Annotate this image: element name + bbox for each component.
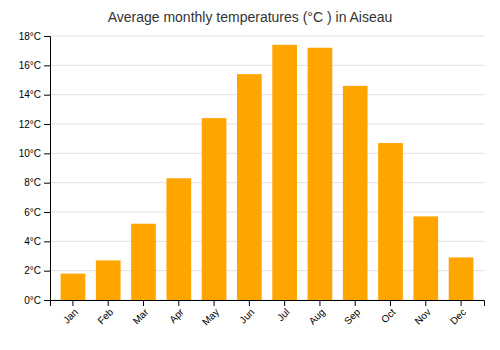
tick-mark xyxy=(143,300,144,306)
tick-mark xyxy=(44,241,50,242)
bar xyxy=(449,257,474,300)
tick-mark xyxy=(44,183,50,184)
tick: Apr xyxy=(167,300,186,325)
tick: Dec xyxy=(448,300,468,327)
tick: 12°C xyxy=(19,119,50,130)
bar xyxy=(308,48,333,300)
tick-label: 18°C xyxy=(19,31,41,42)
tick-label: 8°C xyxy=(24,177,41,188)
bar xyxy=(343,86,368,300)
tick-label: Oct xyxy=(379,306,398,325)
tick-mark xyxy=(319,300,320,306)
tick-mark xyxy=(44,95,50,96)
tick-label: 2°C xyxy=(24,265,41,276)
tick-mark xyxy=(461,300,462,306)
axis-line xyxy=(51,301,485,307)
grid-line xyxy=(50,65,484,66)
tick-mark xyxy=(44,300,50,301)
tick-label: Aug xyxy=(307,306,327,326)
tick: Jan xyxy=(61,300,80,326)
bar xyxy=(272,45,297,300)
bar xyxy=(166,178,191,300)
bar xyxy=(61,274,86,300)
bar xyxy=(413,216,438,300)
tick-label: 16°C xyxy=(19,60,41,71)
tick-label: Nov xyxy=(412,306,432,326)
tick-label: 6°C xyxy=(24,207,41,218)
tick: 18°C xyxy=(19,31,50,42)
grid-line xyxy=(50,153,484,154)
y-axis: 0°C 2°C 4°C 6°C 8°C 10°C 12°C 14°C 16°C 18°C xyxy=(19,31,51,306)
bar xyxy=(96,260,121,300)
tick-mark xyxy=(44,124,50,125)
tick-mark xyxy=(44,271,50,272)
tick-mark xyxy=(425,300,426,306)
tick: Oct xyxy=(379,300,398,325)
tick-label: Jul xyxy=(275,306,292,323)
chart-svg: 0°C 2°C 4°C 6°C 8°C 10°C 12°C 14°C 16°C 18°C Jan Fe… xyxy=(0,0,500,350)
tick: Nov xyxy=(412,300,432,327)
tick-label: 4°C xyxy=(24,236,41,247)
tick-label: Sep xyxy=(342,306,363,327)
tick-label: 12°C xyxy=(19,119,41,130)
bar xyxy=(131,224,156,300)
tick-label: Dec xyxy=(448,306,468,326)
bar xyxy=(378,143,403,300)
title: Average monthly temperatures (°C ) in Ai… xyxy=(108,9,393,25)
tick-label: Jan xyxy=(61,306,80,325)
tick: 8°C xyxy=(24,177,50,188)
plot-area: 0°C 2°C 4°C 6°C 8°C 10°C 12°C 14°C 16°C 18°C Jan Fe… xyxy=(19,31,485,328)
tick: 14°C xyxy=(19,89,50,100)
tick-label: 14°C xyxy=(19,89,41,100)
x-axis: Jan Feb Mar Apr May Jun Jul Aug Sep Oct Nov Dec xyxy=(51,300,485,328)
tick: 6°C xyxy=(24,207,50,218)
chart-container: 0°C 2°C 4°C 6°C 8°C 10°C 12°C 14°C 16°C 18°C Jan Fe… xyxy=(0,0,500,350)
tick-mark xyxy=(44,65,50,66)
tick-label: Apr xyxy=(167,306,186,325)
tick: 2°C xyxy=(24,265,50,276)
tick: 16°C xyxy=(19,60,50,71)
grid-line xyxy=(50,36,484,37)
tick-mark xyxy=(44,153,50,154)
grid-line xyxy=(50,124,484,125)
tick-mark xyxy=(44,212,50,213)
tick: Jun xyxy=(237,300,256,326)
tick-label: 10°C xyxy=(19,148,41,159)
axis-line xyxy=(44,37,51,301)
tick-mark xyxy=(390,300,391,306)
tick: 10°C xyxy=(19,148,50,159)
tick: 0°C xyxy=(24,295,50,306)
bars xyxy=(61,45,474,300)
tick-mark xyxy=(178,300,179,306)
tick-label: 0°C xyxy=(24,295,41,306)
tick-mark xyxy=(214,300,215,306)
tick-mark xyxy=(284,300,285,306)
tick: May xyxy=(200,300,221,328)
tick: 4°C xyxy=(24,236,50,247)
tick: Sep xyxy=(342,300,363,327)
grid-line xyxy=(50,94,484,95)
tick: Mar xyxy=(131,300,151,326)
bar xyxy=(237,74,262,300)
tick-label: Mar xyxy=(131,306,151,326)
tick-mark xyxy=(355,300,356,306)
tick: Jul xyxy=(275,300,292,323)
grid-line xyxy=(50,212,484,213)
grid xyxy=(50,36,484,300)
tick-mark xyxy=(44,36,50,37)
bar xyxy=(202,118,227,300)
tick-label: Feb xyxy=(95,306,115,326)
tick-mark xyxy=(72,300,73,306)
grid-line xyxy=(50,182,484,183)
tick: Feb xyxy=(95,300,115,326)
tick-mark xyxy=(249,300,250,306)
tick-label: May xyxy=(200,306,221,327)
tick-label: Jun xyxy=(237,306,256,325)
tick: Aug xyxy=(307,300,327,327)
tick-mark xyxy=(108,300,109,306)
